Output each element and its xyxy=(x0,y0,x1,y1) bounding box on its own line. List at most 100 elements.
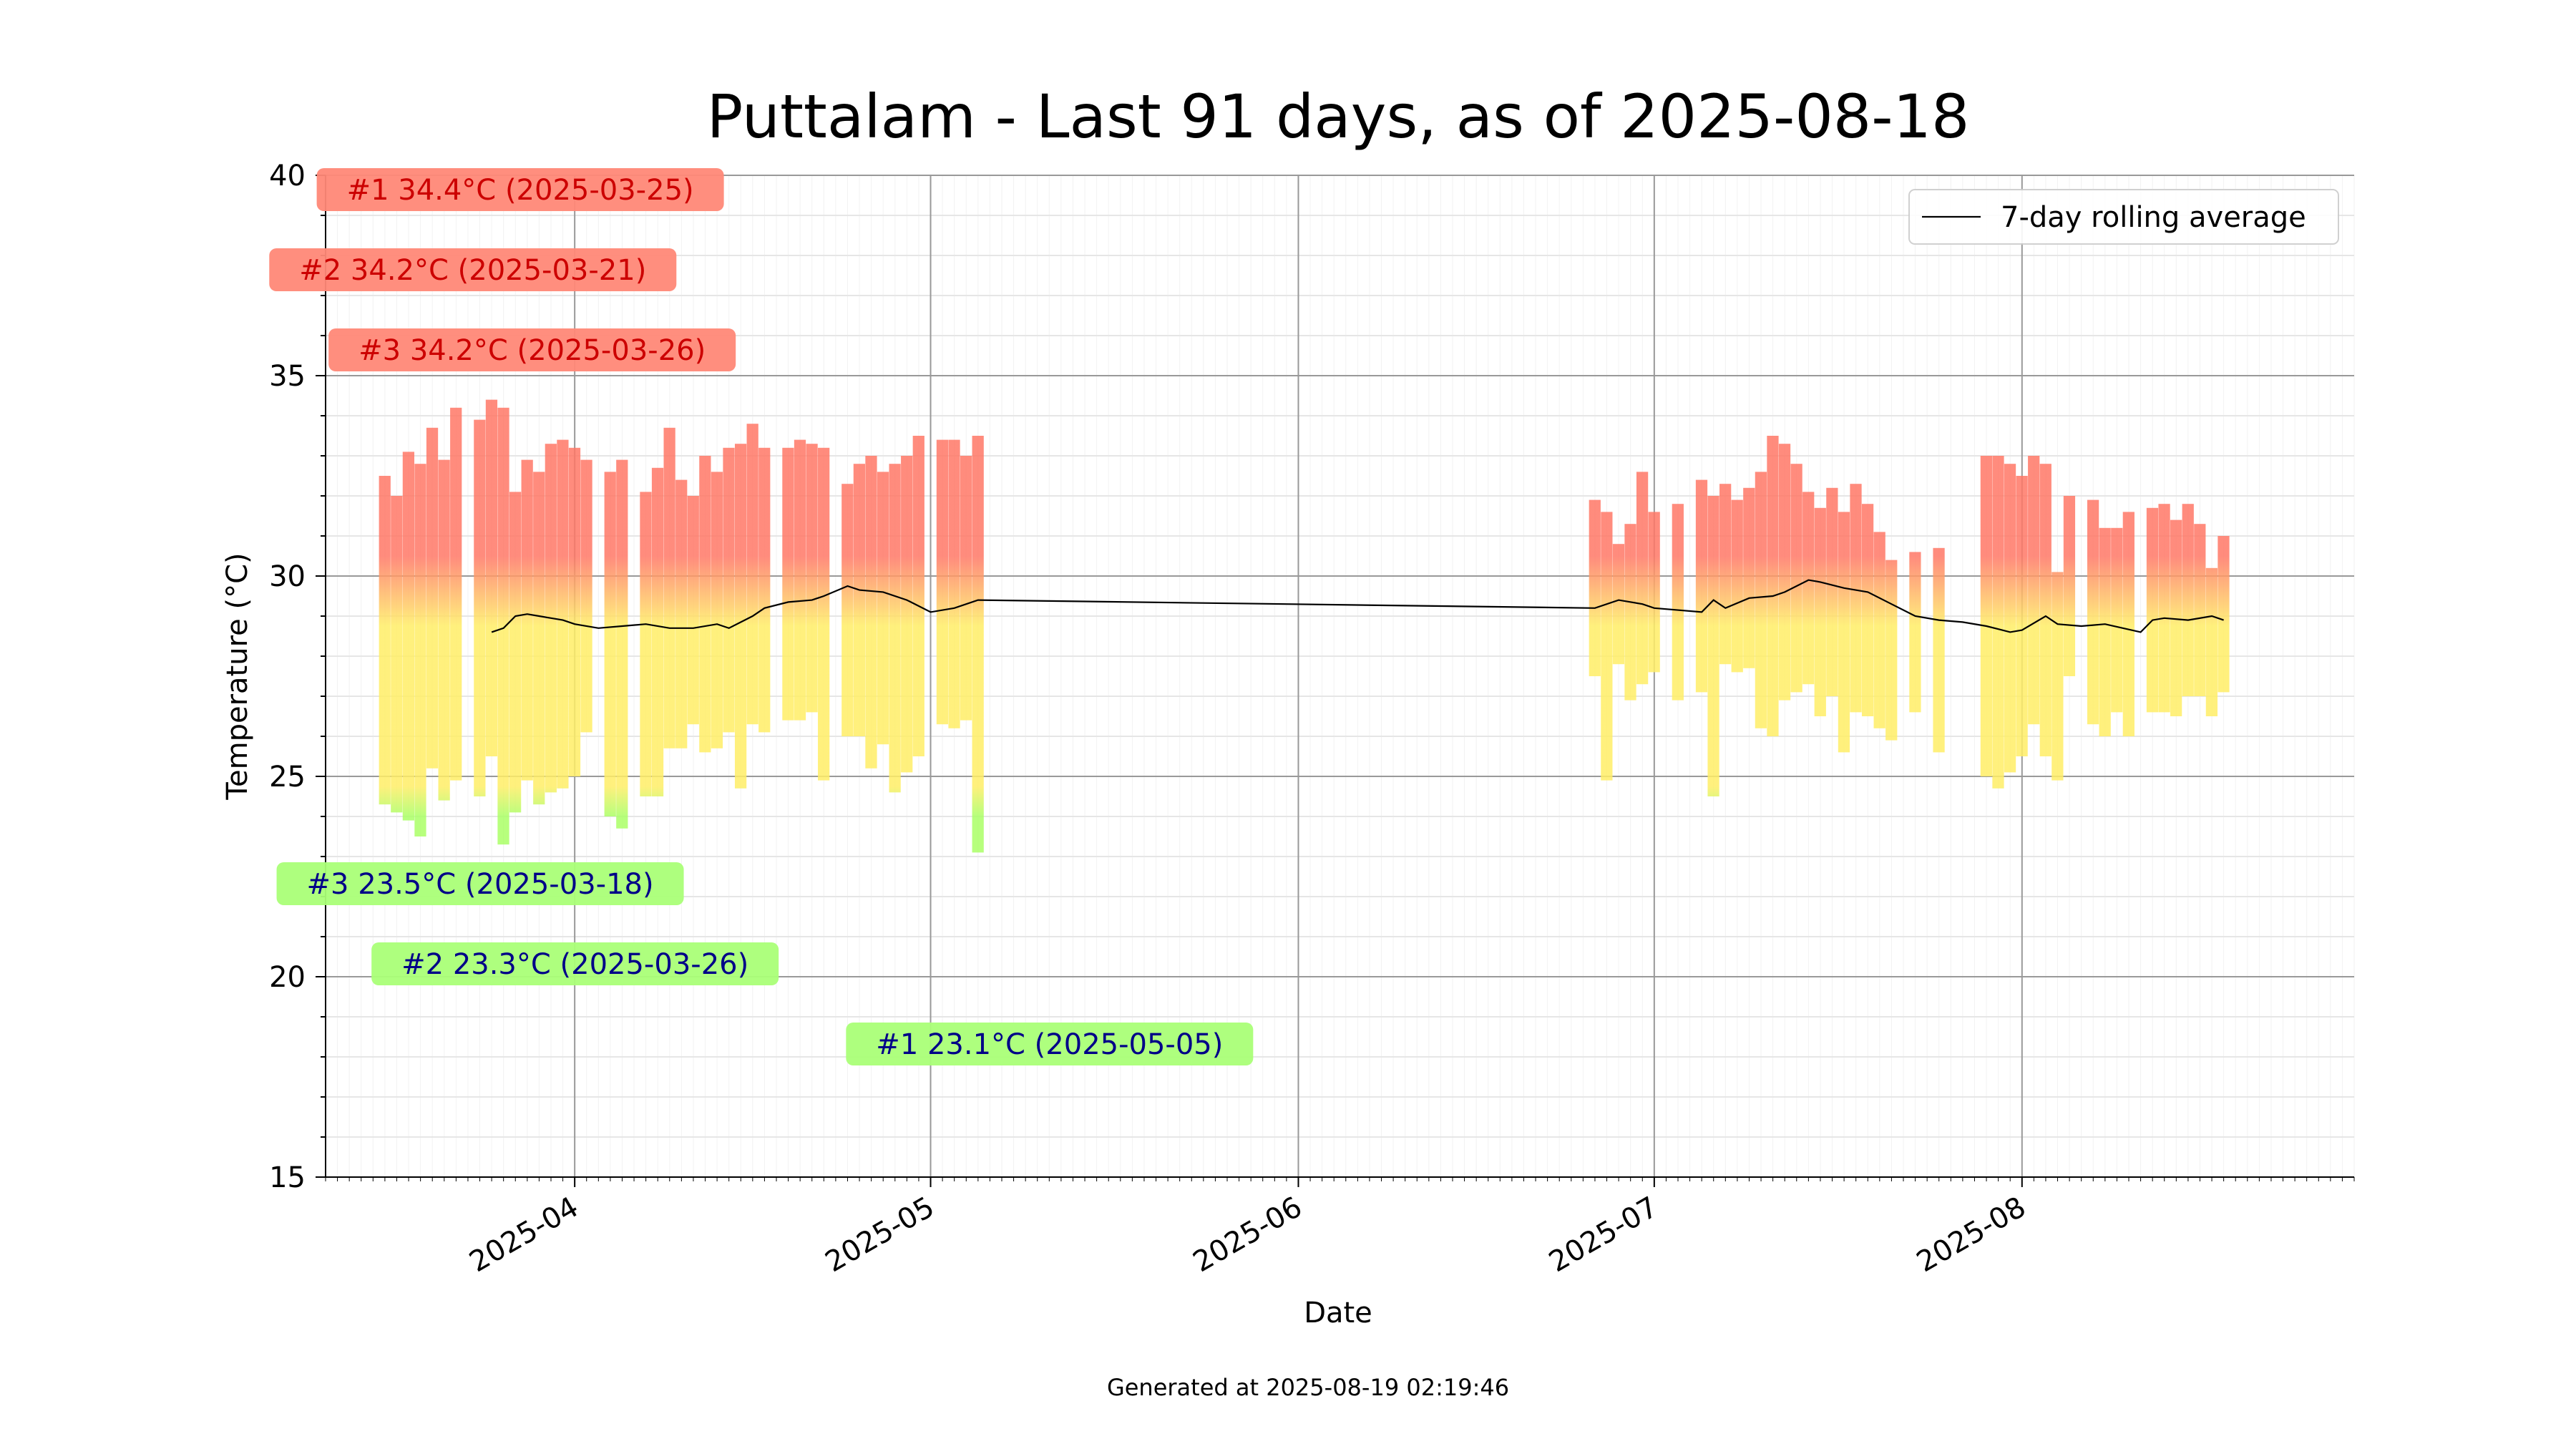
daily-bar xyxy=(1767,436,1779,736)
daily-bar xyxy=(960,456,972,721)
daily-bar xyxy=(391,496,403,813)
daily-bar xyxy=(758,447,771,733)
daily-bar xyxy=(604,472,616,816)
record-label-text: #3 34.2°C (2025-03-26) xyxy=(358,334,706,367)
x-axis-label: Date xyxy=(1304,1297,1372,1330)
daily-bar xyxy=(1707,496,1719,796)
daily-bar xyxy=(438,459,450,801)
x-tick-label: 2025-06 xyxy=(1188,1191,1308,1279)
daily-bar xyxy=(1624,524,1636,701)
record-label-box xyxy=(276,862,684,905)
legend-box xyxy=(1908,189,2339,245)
record-label-box xyxy=(328,328,736,371)
daily-bar xyxy=(2028,456,2040,725)
daily-bar xyxy=(794,439,806,721)
daily-bar xyxy=(806,444,818,713)
daily-bar xyxy=(521,459,533,781)
daily-bar xyxy=(2218,536,2230,693)
daily-bar xyxy=(734,444,747,789)
daily-bar xyxy=(2170,519,2182,716)
daily-bar xyxy=(889,464,901,793)
daily-bar xyxy=(1980,456,1993,776)
daily-bar xyxy=(877,472,889,745)
x-tick-label: 2025-07 xyxy=(1543,1191,1664,1279)
daily-bar xyxy=(2194,524,2206,696)
daily-bar xyxy=(568,447,581,776)
daily-bar xyxy=(1648,512,1660,673)
daily-bar xyxy=(2087,499,2099,725)
daily-bar xyxy=(711,472,723,748)
y-tick-label: 40 xyxy=(269,160,306,192)
record-label-text: #1 23.1°C (2025-05-05) xyxy=(876,1028,1223,1061)
daily-bar xyxy=(841,484,854,736)
daily-bar xyxy=(1861,504,1874,716)
legend-entry-label: 7-day rolling average xyxy=(2001,201,2306,234)
daily-bar xyxy=(509,492,522,813)
record-label-text: #1 34.4°C (2025-03-25) xyxy=(347,174,694,207)
daily-bar xyxy=(1992,456,2004,789)
generated-timestamp: Generated at 2025-08-19 02:19:46 xyxy=(1107,1374,1509,1401)
daily-bar xyxy=(936,439,949,725)
record-annotations: #1 34.4°C (2025-03-25) #2 34.2°C (2025-03… xyxy=(269,168,1254,1065)
daily-bar xyxy=(450,407,462,781)
daily-bar xyxy=(1636,472,1649,685)
daily-bar xyxy=(379,476,391,805)
y-tick-label: 25 xyxy=(269,761,306,794)
daily-bar xyxy=(1755,472,1767,728)
daily-bar xyxy=(2099,527,2111,736)
daily-bar xyxy=(675,479,688,748)
daily-bar xyxy=(912,436,924,756)
y-axis-label: Temperature (°C) xyxy=(221,552,254,800)
daily-bar xyxy=(485,399,498,756)
record-label-box xyxy=(846,1023,1254,1065)
daily-bar xyxy=(1838,512,1850,753)
cold-record-label: #2 23.3°C (2025-03-26) xyxy=(371,942,779,985)
daily-bar xyxy=(663,427,675,748)
daily-bar xyxy=(1802,492,1815,685)
daily-bar xyxy=(699,456,711,753)
record-label-box xyxy=(371,942,779,985)
daily-bar xyxy=(2205,567,2218,716)
daily-bar xyxy=(1814,507,1826,716)
daily-bar xyxy=(1790,464,1802,693)
daily-bar xyxy=(557,439,569,789)
y-tick-label: 35 xyxy=(269,360,306,393)
daily-bar xyxy=(687,496,699,725)
y-tick-label: 30 xyxy=(269,560,306,593)
daily-range-bars xyxy=(379,399,2230,853)
daily-bar xyxy=(818,447,830,781)
daily-bar xyxy=(2182,504,2194,696)
daily-bar xyxy=(1743,487,1755,668)
y-tick-label: 20 xyxy=(269,961,306,994)
daily-bar xyxy=(901,456,913,773)
daily-bar xyxy=(972,436,984,853)
daily-bar xyxy=(853,464,866,736)
x-tick-label: 2025-08 xyxy=(1911,1191,2031,1279)
daily-bar xyxy=(2004,464,2016,773)
daily-bar xyxy=(2111,527,2123,713)
daily-bar xyxy=(426,427,439,769)
record-label-text: #2 34.2°C (2025-03-21) xyxy=(299,254,646,287)
daily-bar xyxy=(865,456,877,769)
daily-bar xyxy=(2122,512,2135,736)
cold-record-label: #1 23.1°C (2025-05-05) xyxy=(846,1023,1254,1065)
daily-bar xyxy=(497,407,509,845)
cold-record-label: #3 23.5°C (2025-03-18) xyxy=(276,862,684,905)
daily-bar xyxy=(2016,476,2028,756)
rolling-average-layer xyxy=(491,579,2224,633)
daily-bar xyxy=(2051,572,2064,781)
hot-record-label: #2 34.2°C (2025-03-21) xyxy=(269,248,677,291)
legend: 7-day rolling average xyxy=(1908,189,2339,245)
y-tick-label: 15 xyxy=(269,1161,306,1194)
daily-bar xyxy=(1826,487,1838,696)
daily-bar xyxy=(746,424,758,725)
daily-bar xyxy=(533,472,545,805)
x-tick-label: 2025-04 xyxy=(464,1191,584,1279)
chart-title: Puttalam - Last 91 days, as of 2025-08-1… xyxy=(707,82,1970,152)
hot-record-label: #3 34.2°C (2025-03-26) xyxy=(328,328,736,371)
rolling-average-line xyxy=(491,579,2224,633)
daily-bar xyxy=(474,419,486,796)
daily-bar xyxy=(1778,444,1791,701)
record-label-box xyxy=(269,248,677,291)
